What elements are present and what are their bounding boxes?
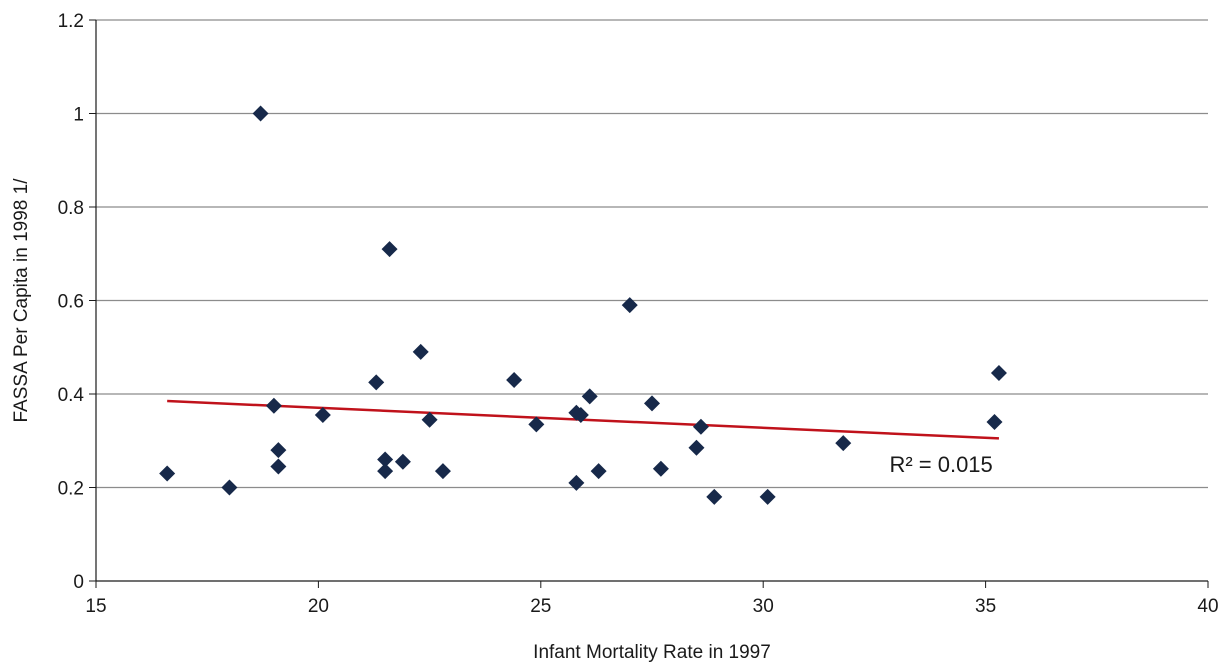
data-points [159, 105, 1007, 505]
data-point-22 [621, 297, 638, 314]
data-point-30 [986, 414, 1003, 431]
y-tick-label: 1 [73, 105, 84, 126]
data-point-23 [644, 395, 660, 412]
data-point-9 [377, 463, 394, 480]
data-point-20 [581, 388, 598, 405]
y-axis-title: FASSA Per Capita in 1998 1/ [11, 178, 32, 423]
x-tick-label: 15 [85, 596, 106, 617]
data-point-6 [314, 407, 331, 424]
data-point-3 [265, 397, 282, 414]
axes [89, 19, 1209, 588]
y-tick-label: 1.2 [58, 11, 84, 32]
x-axis-title: Infant Mortality Rate in 1997 [533, 642, 771, 663]
x-tick-label: 30 [753, 596, 774, 617]
data-point-12 [412, 343, 429, 360]
y-tick-label: 0.8 [58, 198, 84, 219]
y-tick-label: 0.6 [58, 292, 84, 313]
x-tick-label: 40 [1197, 596, 1218, 617]
tick-labels: 0 0.2 0.4 0.6 0.8 1 1.2 15 20 25 30 35 40 [58, 11, 1219, 617]
data-point-1 [221, 479, 238, 496]
data-point-18 [568, 474, 585, 491]
data-point-27 [706, 488, 723, 505]
y-tick-label: 0 [73, 572, 84, 593]
y-tick-label: 0.2 [58, 479, 84, 500]
data-point-7 [368, 374, 385, 391]
gridlines [96, 19, 1208, 489]
data-point-8 [377, 451, 394, 468]
data-point-26 [692, 418, 709, 435]
y-tick-label: 0.4 [58, 385, 85, 406]
x-tick-label: 20 [308, 596, 329, 617]
data-point-25 [688, 439, 705, 456]
data-point-21 [590, 463, 607, 480]
data-point-31 [990, 364, 1007, 381]
data-point-13 [421, 411, 438, 428]
data-point-16 [528, 416, 545, 433]
data-point-5 [270, 458, 287, 475]
x-tick-label: 35 [975, 596, 996, 617]
data-point-19 [572, 407, 589, 424]
data-point-11 [394, 453, 411, 470]
data-point-0 [159, 465, 176, 482]
data-point-29 [835, 435, 852, 452]
data-point-2 [252, 105, 269, 122]
data-point-28 [759, 488, 776, 505]
data-point-14 [434, 463, 451, 480]
data-point-4 [270, 442, 287, 459]
data-point-15 [506, 371, 523, 388]
data-point-24 [652, 460, 669, 477]
x-tick-label: 25 [530, 596, 551, 617]
data-point-10 [381, 241, 398, 258]
r-squared-annotation: R² = 0.015 [889, 452, 992, 477]
